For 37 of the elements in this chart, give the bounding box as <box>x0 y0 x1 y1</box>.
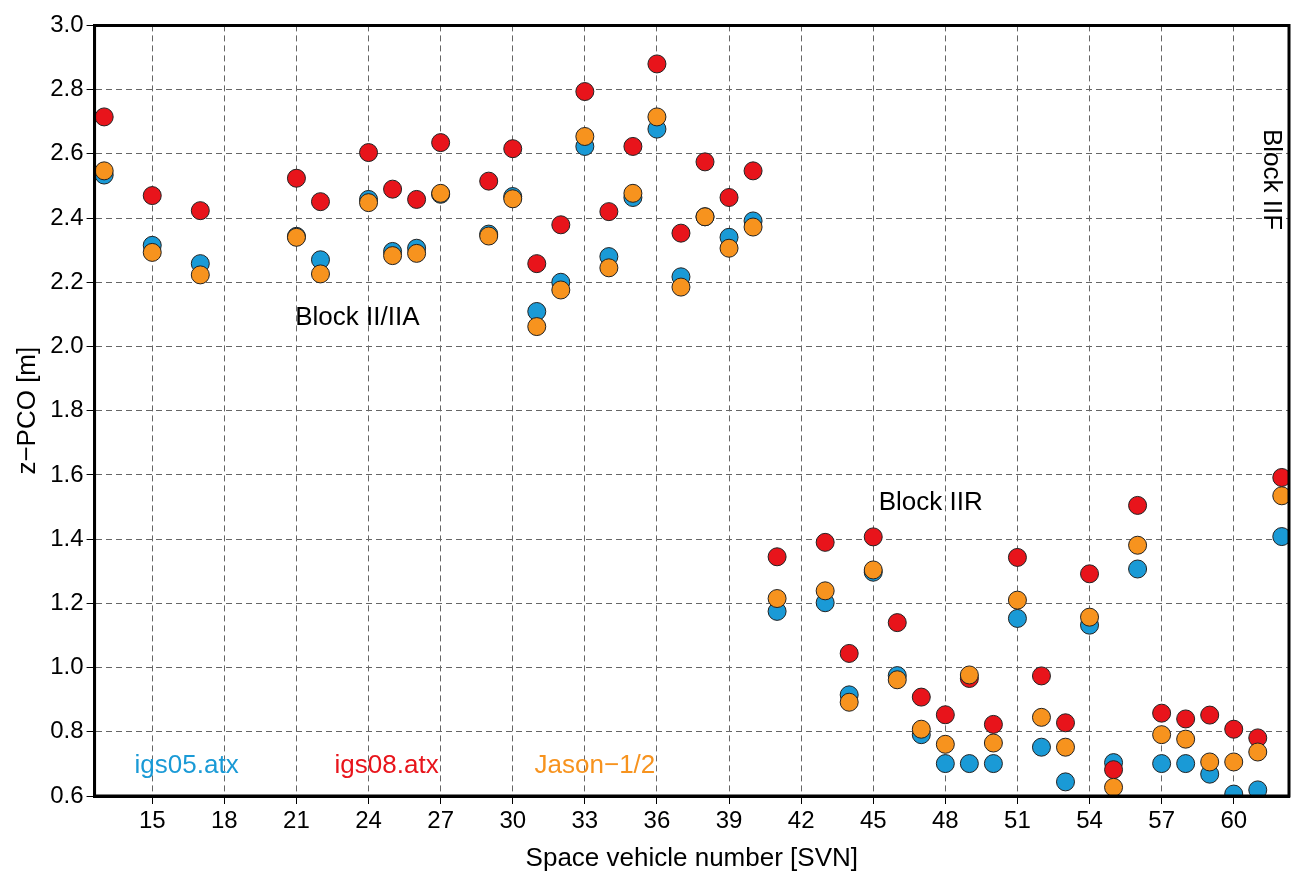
x-tick-label: 30 <box>499 806 527 834</box>
y-tick-label: 2.6 <box>50 138 84 166</box>
y-tick-label: 1.8 <box>50 395 84 423</box>
x-tick-label: 48 <box>931 806 959 834</box>
text: igs05.atx <box>134 749 239 780</box>
y-tick-label: 1.6 <box>50 459 84 487</box>
y-tick-label: 1.4 <box>50 523 84 551</box>
x-tick-label: 27 <box>427 806 454 834</box>
x-tick-label: 33 <box>571 806 599 834</box>
x-tick-label: 36 <box>643 806 671 834</box>
x-tick-label: 54 <box>1076 806 1103 834</box>
x-tick-label: 51 <box>1004 806 1031 834</box>
x-tick-label: 15 <box>138 806 166 834</box>
x-tick-label: 18 <box>210 806 238 834</box>
y-tick-label: 1.0 <box>50 652 84 680</box>
y-axis-title: z−PCO [m] <box>10 346 41 475</box>
y-tick-label: 1.2 <box>50 587 84 615</box>
y-tick-label: 2.0 <box>50 331 84 359</box>
text: Jason−1/2 <box>534 749 656 780</box>
x-axis-title: Space vehicle number [SVN] <box>525 841 858 872</box>
y-tick-label: 2.2 <box>50 266 84 294</box>
y-tick-label: 2.8 <box>50 74 84 102</box>
y-tick-label: 3.0 <box>50 10 84 38</box>
annotation: Block II/IIA <box>295 301 421 332</box>
y-tick-label: 0.6 <box>50 780 84 808</box>
x-tick-label: 39 <box>715 806 743 834</box>
x-tick-label: 45 <box>859 806 887 834</box>
annotation: Block IIR <box>878 486 983 517</box>
text: igs08.atx <box>334 749 439 780</box>
x-tick-label: 42 <box>787 806 815 834</box>
x-tick-label: 60 <box>1220 806 1248 834</box>
x-tick-label: 24 <box>355 806 382 834</box>
x-tick-label: 21 <box>283 806 310 834</box>
y-tick-label: 2.4 <box>50 202 84 230</box>
annotation: Block IIF <box>1257 128 1288 231</box>
y-tick-label: 0.8 <box>50 716 84 744</box>
x-tick-label: 57 <box>1148 806 1175 834</box>
